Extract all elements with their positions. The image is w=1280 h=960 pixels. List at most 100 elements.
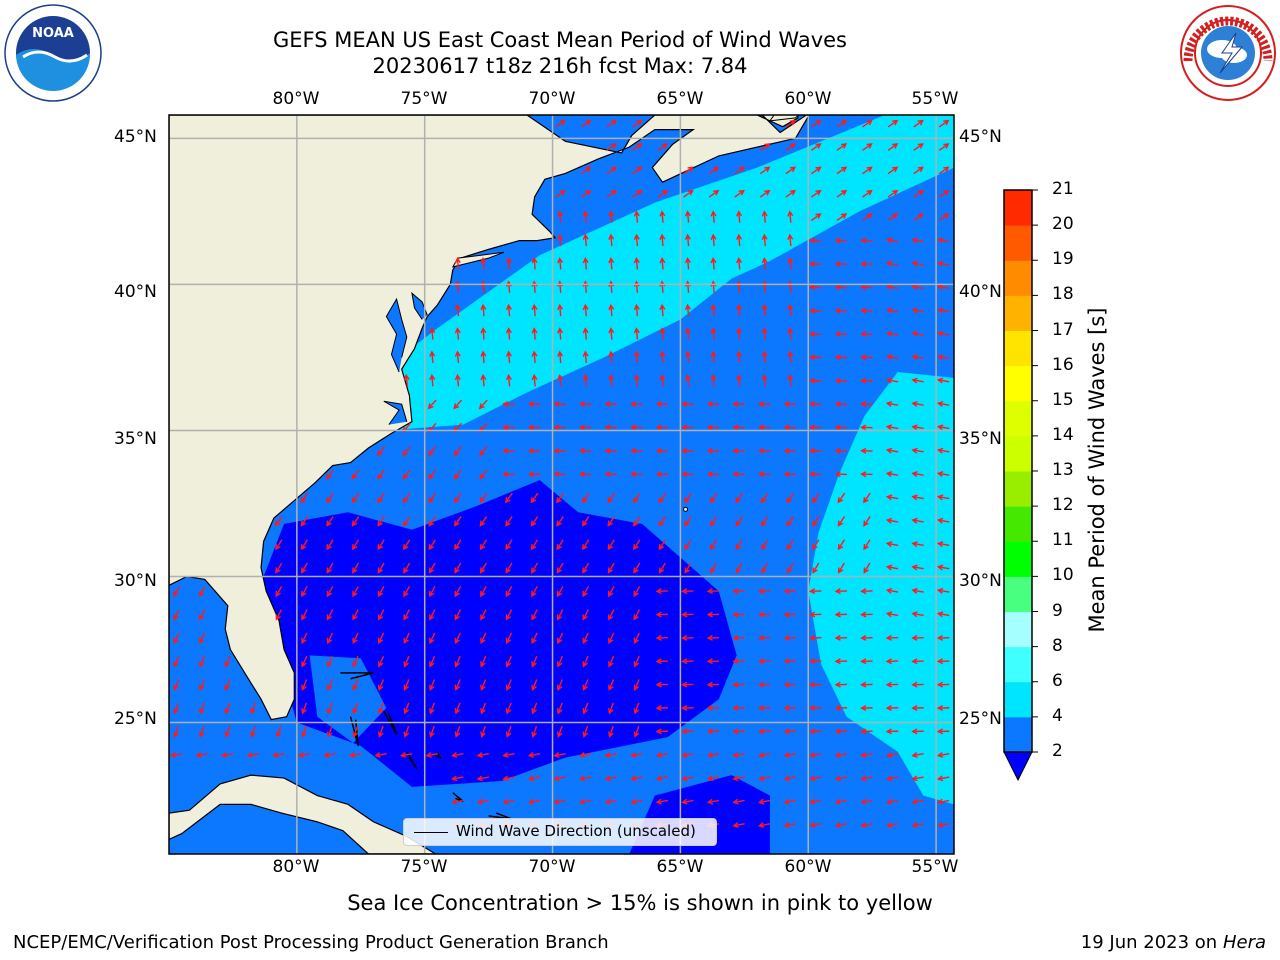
wind-wave-arrow <box>300 539 309 551</box>
wind-wave-arrow <box>553 775 566 782</box>
wind-wave-arrow <box>580 119 592 128</box>
wind-wave-arrow <box>352 655 359 668</box>
bahamas-island-5 <box>452 792 464 803</box>
lat-tick-left-45n: 45°N <box>114 127 157 147</box>
wind-wave-arrow <box>325 469 334 480</box>
wind-wave-arrow <box>633 350 640 363</box>
wind-wave-arrow <box>531 609 538 621</box>
lon-tick-bottom-75w: 75°W <box>400 857 448 877</box>
wind-wave-arrow <box>297 751 311 758</box>
wind-wave-arrow <box>604 751 617 758</box>
wind-wave-arrow <box>451 775 464 782</box>
colorbar-under-extension <box>1003 751 1033 782</box>
colorbar-tick-label: 4 <box>1052 705 1063 726</box>
wind-wave-arrow <box>757 798 771 805</box>
wind-wave-arrow <box>272 751 285 758</box>
lat-tick-right-25n: 25°N <box>959 709 1002 729</box>
wind-wave-arrow <box>629 471 643 478</box>
wind-wave-arrow <box>403 632 410 645</box>
wind-wave-arrow <box>913 213 924 221</box>
wind-wave-arrow <box>787 210 794 223</box>
wind-wave-arrow <box>834 331 848 338</box>
wind-wave-arrow <box>556 585 564 598</box>
wind-wave-arrow <box>657 189 669 198</box>
wind-wave-arrow <box>275 725 282 738</box>
wind-wave-arrow <box>633 539 641 551</box>
wind-wave-arrow <box>887 166 899 175</box>
wind-wave-arrow <box>706 611 720 618</box>
wind-wave-arrow <box>608 373 615 387</box>
colorbar-band <box>1004 646 1032 683</box>
wind-wave-arrow <box>480 655 487 668</box>
nws-logo <box>1180 5 1276 101</box>
wind-wave-arrow <box>377 702 384 715</box>
wind-wave-arrow <box>885 564 899 571</box>
wind-wave-arrow <box>557 233 564 247</box>
wind-wave-arrow <box>911 564 924 571</box>
wind-wave-arrow <box>936 822 950 829</box>
wind-wave-arrow <box>578 775 592 782</box>
wind-wave-arrow <box>786 492 795 504</box>
wind-wave-arrow <box>683 189 694 198</box>
wind-wave-arrow <box>604 424 617 431</box>
wind-wave-arrow <box>936 494 950 501</box>
wind-wave-arrow <box>911 611 924 618</box>
legend-label: Wind Wave Direction (unscaled) <box>456 822 696 840</box>
wind-wave-arrow <box>429 350 436 363</box>
wind-wave-arrow <box>556 702 563 715</box>
colorbar-band <box>1004 365 1032 402</box>
wind-wave-arrow <box>834 798 848 805</box>
wind-wave-arrow <box>479 446 488 457</box>
wind-wave-arrow <box>936 611 950 618</box>
wind-wave-arrow <box>837 492 846 504</box>
wind-wave-arrow <box>735 562 743 574</box>
lat-tick-right-35n: 35°N <box>959 429 1002 449</box>
wind-wave-arrow <box>860 260 873 267</box>
wind-wave-arrow <box>708 166 720 175</box>
wind-wave-arrow <box>173 725 180 738</box>
wind-wave-arrow <box>860 658 873 665</box>
wind-wave-arrow <box>732 588 745 595</box>
colorbar-tick-label: 20 <box>1052 214 1074 235</box>
wind-wave-arrow <box>783 751 796 758</box>
colorbar-tick-label: 2 <box>1052 741 1063 761</box>
wind-wave-arrow <box>759 166 771 175</box>
wind-wave-arrow <box>732 681 745 688</box>
wind-wave-arrow <box>633 632 640 645</box>
wind-wave-arrow <box>578 798 592 805</box>
wind-wave-arrow <box>808 307 822 314</box>
wind-wave-arrow <box>352 679 359 692</box>
wind-wave-arrow <box>706 751 720 758</box>
wind-wave-arrow <box>885 751 899 758</box>
wind-wave-arrow <box>557 350 564 363</box>
wind-wave-arrow <box>300 562 308 574</box>
wind-wave-arrow <box>630 751 643 758</box>
wind-wave-arrow <box>783 704 796 712</box>
wind-wave-arrow <box>403 562 411 574</box>
wind-wave-arrow <box>198 655 206 668</box>
wind-wave-arrow <box>911 634 924 641</box>
wind-wave-arrow <box>505 257 512 270</box>
wind-wave-arrow <box>377 585 385 598</box>
wind-wave-arrow <box>885 681 899 688</box>
colorbar-band <box>1004 435 1032 472</box>
wind-wave-arrow <box>684 373 691 387</box>
lon-tick-bottom-65w: 65°W <box>656 857 704 877</box>
wind-wave-arrow <box>557 210 564 223</box>
wind-wave-arrow <box>809 775 822 782</box>
wind-wave-arrow <box>655 681 669 688</box>
wind-wave-arrow <box>936 634 950 641</box>
wind-wave-arrow <box>681 658 694 665</box>
wind-wave-arrow <box>607 539 615 551</box>
wind-wave-arrow <box>732 447 745 454</box>
wind-wave-arrow <box>786 539 794 551</box>
wind-wave-arrow <box>557 257 564 270</box>
wind-wave-arrow <box>582 539 590 551</box>
wind-wave-arrow <box>655 471 669 478</box>
wind-wave-arrow <box>761 350 768 363</box>
wind-wave-arrow <box>732 704 745 712</box>
wind-wave-arrow <box>862 166 873 175</box>
wind-wave-arrow <box>760 516 769 527</box>
wind-wave-arrow <box>757 704 771 712</box>
wind-wave-arrow <box>479 516 488 527</box>
